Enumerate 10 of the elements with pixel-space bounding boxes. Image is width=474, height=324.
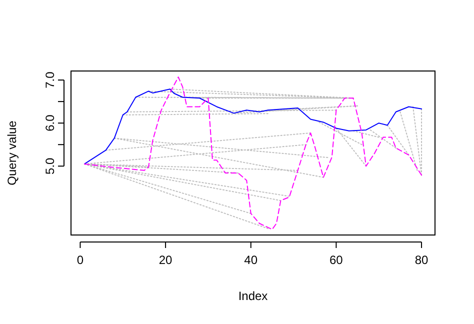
y-tick-label: 5.0: [43, 157, 57, 174]
x-tick-label: 40: [244, 253, 258, 267]
x-tick-label: 0: [76, 253, 84, 267]
x-tick-label: 80: [414, 253, 429, 267]
x-tick-label: 60: [330, 253, 344, 267]
x-axis-title: Index: [238, 289, 268, 303]
y-tick-label: 6.0: [43, 114, 57, 132]
y-axis-title: Query value: [5, 120, 19, 186]
x-tick-label: 20: [158, 253, 173, 267]
y-tick-label: 7.0: [43, 71, 57, 88]
